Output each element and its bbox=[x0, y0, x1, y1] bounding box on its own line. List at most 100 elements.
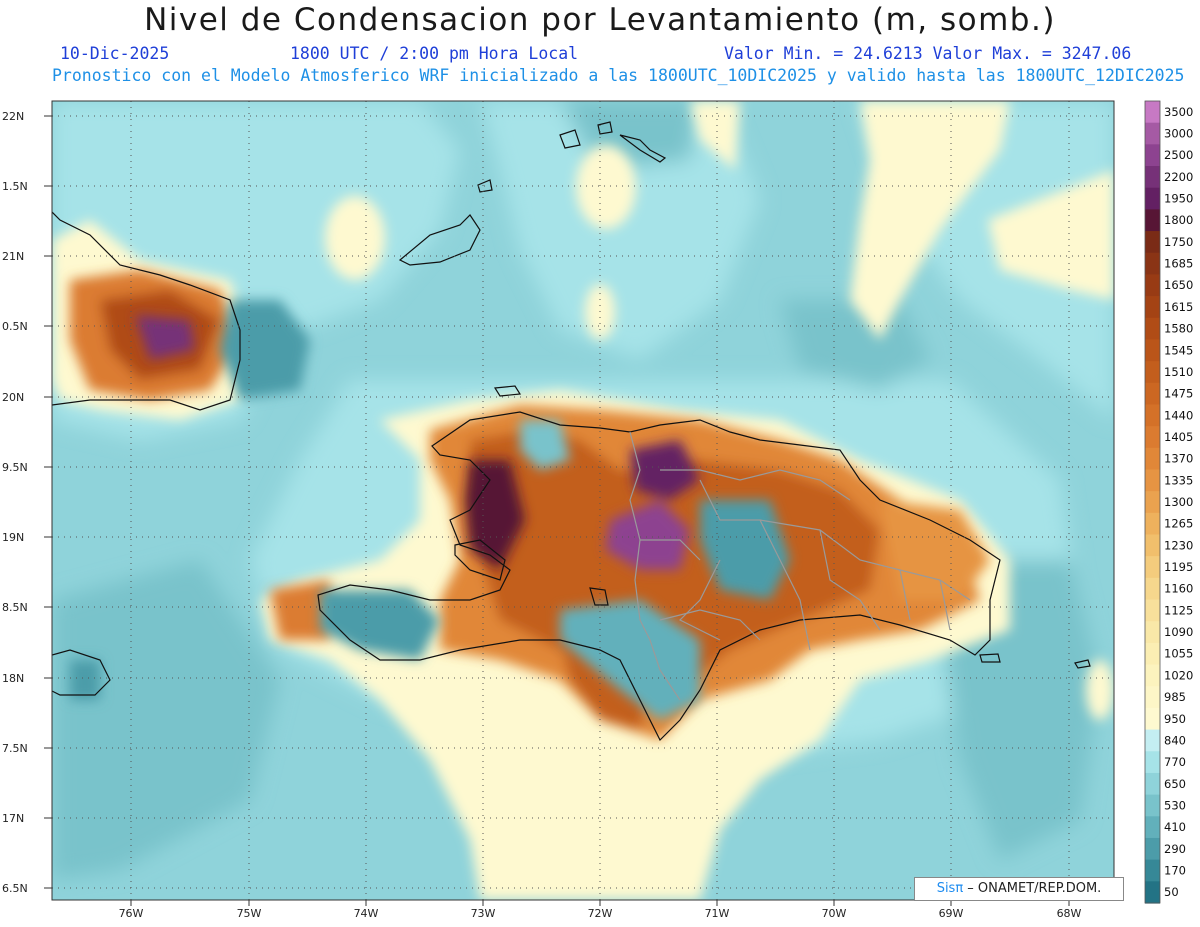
colorbar-swatch bbox=[1145, 339, 1160, 362]
map-frame bbox=[51, 100, 1115, 901]
colorbar-label: 1265 bbox=[1164, 517, 1193, 531]
colorbar-label: 2500 bbox=[1164, 148, 1193, 162]
colorbar-label: 1090 bbox=[1164, 625, 1193, 639]
colorbar-swatch bbox=[1145, 317, 1160, 341]
colorbar-swatch bbox=[1145, 122, 1160, 145]
model-description: Pronostico con el Modelo Atmosferico WRF… bbox=[52, 66, 1185, 85]
colorbar-label: 290 bbox=[1164, 842, 1186, 856]
sispi-logo: Sisπ bbox=[936, 881, 964, 896]
lat-label: 7.5N bbox=[2, 742, 28, 755]
colorbar-swatch bbox=[1145, 534, 1160, 557]
colorbar-label: 1615 bbox=[1164, 300, 1193, 314]
colorbar-label: 1405 bbox=[1164, 430, 1193, 444]
colorbar-label: 1685 bbox=[1164, 257, 1193, 271]
colorbar-label: 1125 bbox=[1164, 603, 1193, 617]
colorbar-label: 1195 bbox=[1164, 560, 1193, 574]
lat-label: 6.5N bbox=[2, 882, 28, 895]
colorbar-swatch bbox=[1145, 469, 1160, 492]
colorbar-label: 3500 bbox=[1164, 105, 1193, 119]
colorbar-label: 1510 bbox=[1164, 365, 1193, 379]
colorbar-swatch bbox=[1145, 794, 1160, 817]
colorbar-swatch bbox=[1145, 837, 1160, 861]
colorbar-swatch bbox=[1145, 382, 1160, 406]
colorbar-swatch bbox=[1145, 166, 1160, 189]
colorbar-swatch bbox=[1145, 296, 1160, 319]
lat-label: 8.5N bbox=[2, 601, 28, 614]
lon-label: 72W bbox=[588, 907, 613, 920]
lon-label: 69W bbox=[939, 907, 964, 920]
colorbar-swatch bbox=[1145, 274, 1160, 297]
coastlines bbox=[52, 121, 1091, 742]
lat-label: 18N bbox=[2, 672, 24, 685]
colorbar-swatch bbox=[1145, 599, 1160, 622]
colorbar-swatch bbox=[1145, 231, 1160, 254]
min-max-values: Valor Min. = 24.6213 Valor Max. = 3247.0… bbox=[724, 44, 1132, 63]
colorbar-swatch bbox=[1145, 252, 1160, 276]
colorbar-swatch bbox=[1145, 729, 1160, 752]
colorbar-label: 3000 bbox=[1164, 127, 1193, 141]
lon-label: 73W bbox=[471, 907, 496, 920]
colorbar-label: 1950 bbox=[1164, 192, 1193, 206]
lat-label: 1.5N bbox=[2, 180, 28, 193]
lat-label: 17N bbox=[2, 812, 24, 825]
colorbar-swatch bbox=[1145, 642, 1160, 666]
colorbar-label: 1580 bbox=[1164, 322, 1193, 336]
colorbar-label: 1800 bbox=[1164, 213, 1193, 227]
colorbar-label: 50 bbox=[1164, 885, 1179, 899]
lon-label: 76W bbox=[119, 907, 144, 920]
colorbar-swatch bbox=[1145, 686, 1160, 709]
lat-label: 20N bbox=[2, 391, 24, 404]
lon-label: 75W bbox=[237, 907, 262, 920]
colorbar-label: 1545 bbox=[1164, 343, 1193, 357]
colorbar-label: 840 bbox=[1164, 733, 1186, 747]
colorbar-swatch bbox=[1145, 816, 1160, 839]
lon-label: 71W bbox=[705, 907, 730, 920]
colorbar-swatch bbox=[1145, 556, 1160, 579]
map-title: Nivel de Condensacion por Levantamiento … bbox=[144, 2, 1056, 38]
colorbar-label: 985 bbox=[1164, 690, 1186, 704]
colorbar-swatch bbox=[1145, 707, 1160, 731]
colorbar-swatch bbox=[1145, 772, 1160, 796]
colorbar: 3500 3000 2500 2200 1950 1800 1750 1685 1650 1615… bbox=[1144, 100, 1193, 904]
colorbar-label: 410 bbox=[1164, 820, 1186, 834]
colorbar-label: 1160 bbox=[1164, 582, 1193, 596]
lon-label: 68W bbox=[1057, 907, 1082, 920]
forecast-date: 10-Dic-2025 bbox=[60, 44, 170, 63]
lat-label: 9.5N bbox=[2, 461, 28, 474]
colorbar-label: 1650 bbox=[1164, 278, 1193, 292]
colorbar-label: 770 bbox=[1164, 755, 1186, 769]
colorbar-label: 1335 bbox=[1164, 473, 1193, 487]
lon-label: 70W bbox=[822, 907, 847, 920]
lat-label: 0.5N bbox=[2, 320, 28, 333]
lat-label: 22N bbox=[2, 110, 24, 123]
colorbar-swatch bbox=[1145, 101, 1160, 124]
credit-box: Sisπ – ONAMET/REP.DOM. bbox=[914, 877, 1124, 901]
colorbar-swatch bbox=[1145, 447, 1160, 471]
colorbar-swatch bbox=[1145, 859, 1160, 882]
colorbar-frame bbox=[1144, 100, 1161, 904]
colorbar-label: 530 bbox=[1164, 798, 1186, 812]
colorbar-swatch bbox=[1145, 426, 1160, 449]
colorbar-label: 1475 bbox=[1164, 387, 1193, 401]
lat-label: 19N bbox=[2, 531, 24, 544]
colorbar-label: 1440 bbox=[1164, 408, 1193, 422]
colorbar-label: 1300 bbox=[1164, 495, 1193, 509]
colorbar-swatch bbox=[1145, 404, 1160, 427]
province-borders bbox=[629, 431, 971, 701]
colorbar-label: 170 bbox=[1164, 863, 1186, 877]
colorbar-swatch bbox=[1145, 751, 1160, 774]
colorbar-swatch bbox=[1145, 881, 1160, 904]
lcl-field bbox=[52, 101, 1114, 900]
colorbar-label: 1055 bbox=[1164, 647, 1193, 661]
lon-ticks bbox=[130, 900, 1070, 906]
lon-axis: 76W 75W 74W 73W 72W 71W 70W 69W 68W bbox=[119, 907, 1082, 920]
colorbar-swatch bbox=[1145, 664, 1160, 687]
colorbar-swatch bbox=[1145, 144, 1160, 167]
lat-ticks bbox=[44, 115, 52, 889]
colorbar-label: 1370 bbox=[1164, 452, 1193, 466]
credit-text: – ONAMET/REP.DOM. bbox=[963, 881, 1102, 896]
colorbar-swatch bbox=[1145, 577, 1160, 601]
colorbar-swatch bbox=[1145, 187, 1160, 210]
colorbar-swatch bbox=[1145, 209, 1160, 232]
